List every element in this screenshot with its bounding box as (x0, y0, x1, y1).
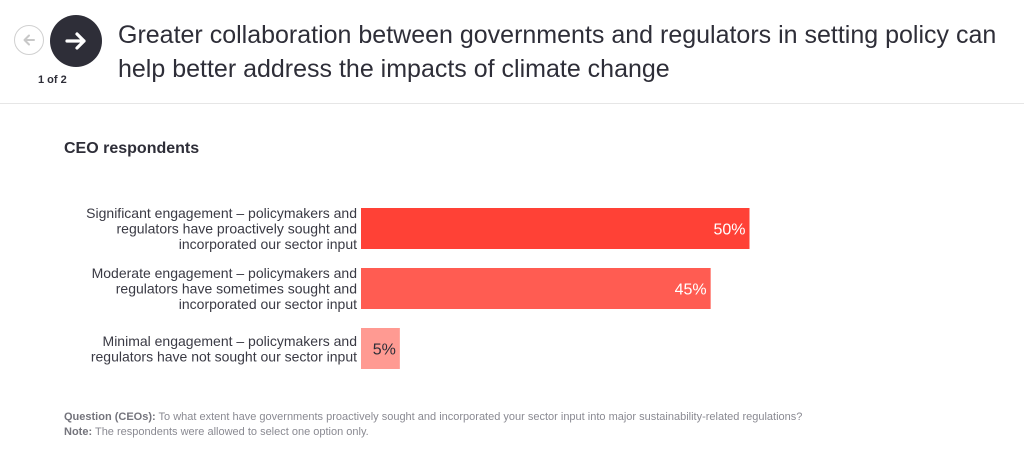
category-label-line: incorporated our sector input (179, 236, 357, 252)
arrow-right-icon (65, 32, 86, 50)
category-label-line: incorporated our sector input (179, 296, 357, 312)
category-label-line: Minimal engagement – policymakers and (103, 333, 357, 349)
selection-note: Note: The respondents were allowed to se… (64, 425, 984, 440)
arrow-left-icon (23, 34, 35, 46)
category-label: Significant engagement – policymakers an… (86, 205, 357, 252)
bar-value-label: 50% (713, 222, 745, 239)
bar-value-label: 5% (373, 342, 396, 359)
page-indicator: 1 of 2 (38, 74, 67, 86)
question-text: To what extent have governments proactiv… (158, 411, 803, 423)
page-title: Greater collaboration between government… (118, 21, 997, 83)
bar-2 (361, 268, 711, 309)
chart-title: CEO respondents (64, 140, 200, 157)
question-note: Question (CEOs): To what extent have gov… (64, 410, 984, 425)
next-button[interactable] (50, 15, 102, 67)
note-text: The respondents were allowed to select o… (94, 426, 369, 438)
category-label-line: regulators have sometimes sought and (116, 281, 357, 297)
category-label: Minimal engagement – policymakers and reg… (91, 333, 357, 365)
bar-value-label: 45% (675, 282, 707, 299)
bar-chart: 50% Significant engagement – policymakers… (86, 205, 750, 369)
header: 1 of 2 Greater collaboration between gov… (0, 0, 1024, 104)
question-label: Question (CEOs): (64, 411, 156, 423)
bar-3 (361, 328, 400, 369)
category-label: Moderate engagement – policymakers and re… (92, 265, 357, 312)
previous-button[interactable] (14, 25, 44, 55)
note-label: Note: (64, 426, 93, 438)
category-label-line: regulators have proactively sought and (117, 221, 357, 237)
category-label-line: Significant engagement – policymakers an… (86, 205, 357, 221)
bar-1 (361, 208, 750, 249)
category-label-line: regulators have not sought our sector in… (91, 348, 357, 364)
footnote: Question (CEOs): To what extent have gov… (64, 410, 984, 440)
category-label-line: Moderate engagement – policymakers and (92, 265, 357, 281)
